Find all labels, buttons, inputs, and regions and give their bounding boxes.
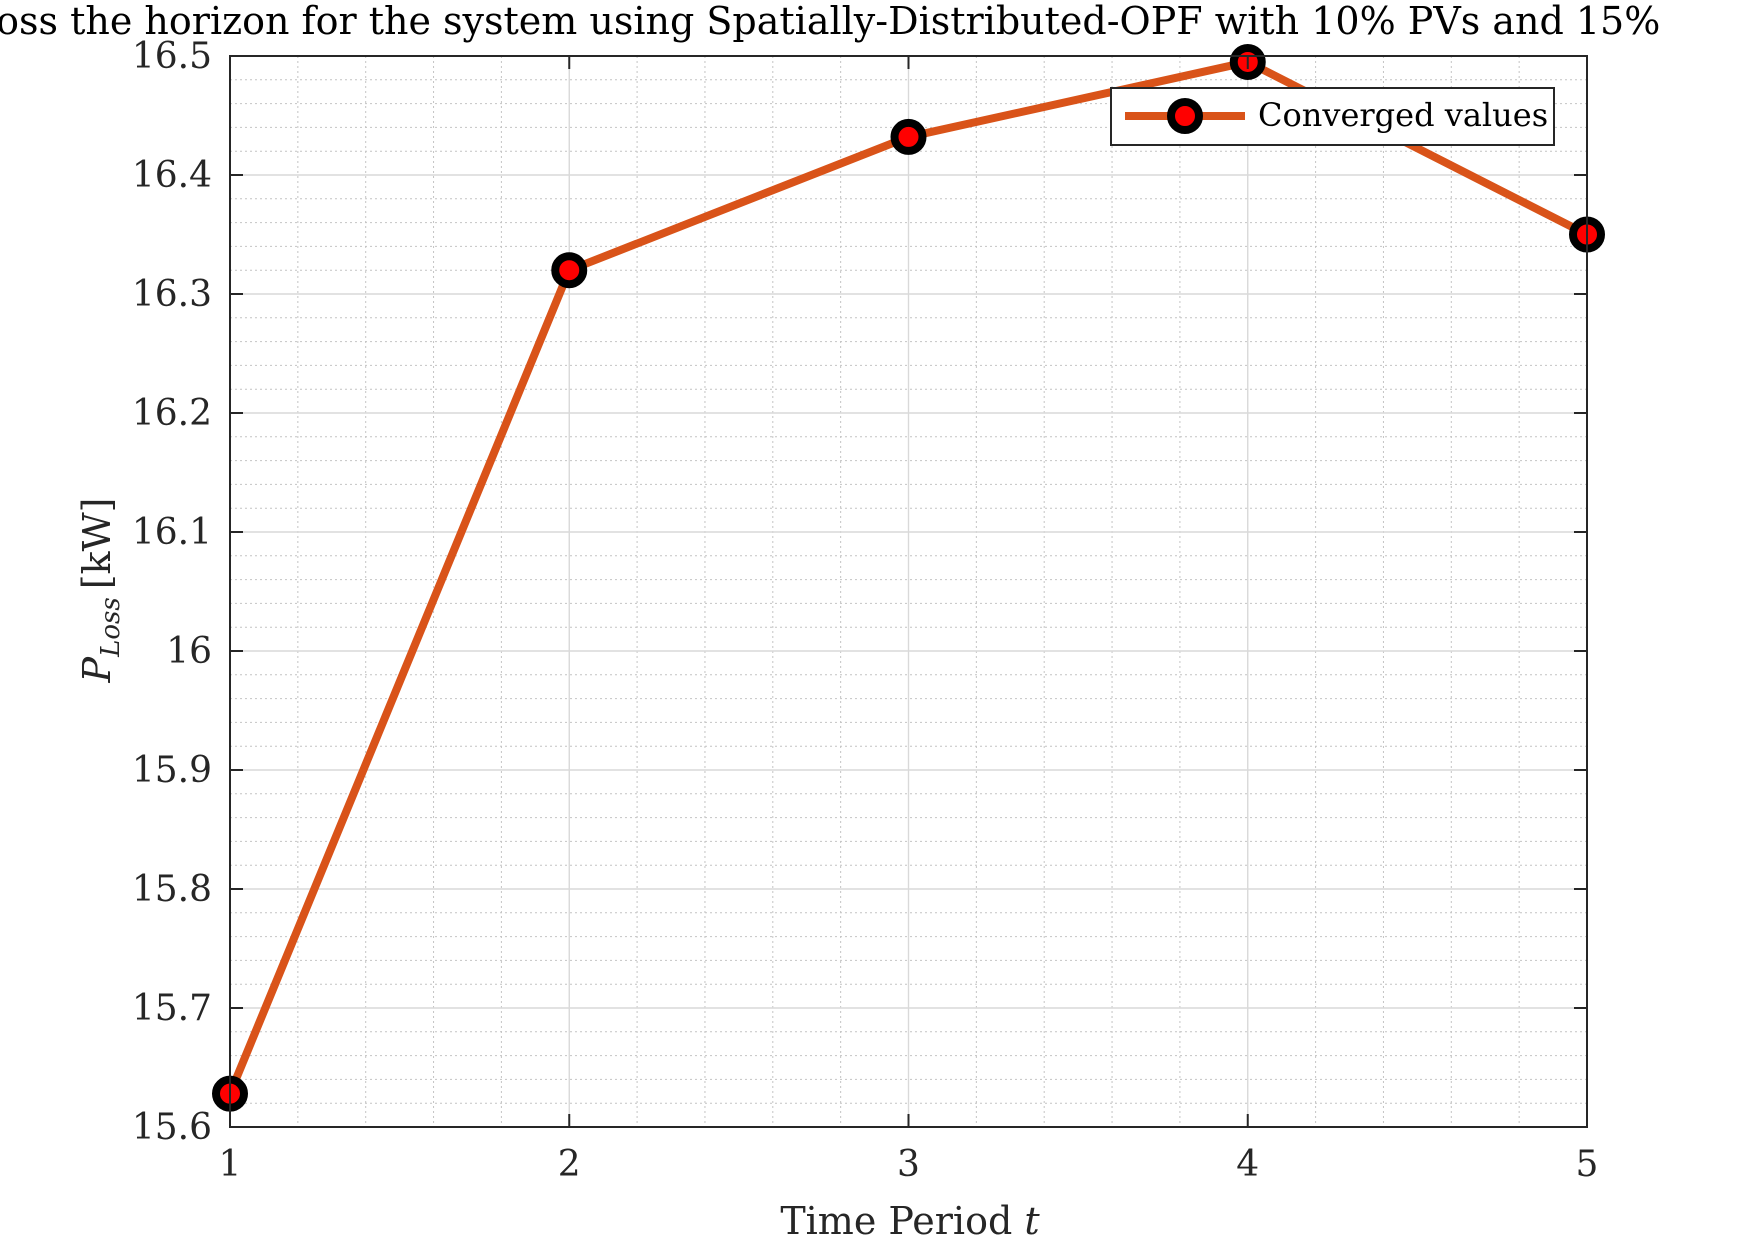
y-axis-label: PLoss[kW] xyxy=(75,498,126,684)
x-tick-label: 4 xyxy=(1236,1144,1259,1185)
x-tick-label: 2 xyxy=(558,1144,581,1185)
y-tick-label: 15.6 xyxy=(132,1107,212,1148)
legend-marker-sample xyxy=(1167,98,1203,134)
tick-marks xyxy=(229,55,1588,1128)
y-tick-label: 15.7 xyxy=(132,988,212,1029)
y-tick-label: 16.4 xyxy=(132,155,212,196)
y-tick-label: 15.9 xyxy=(132,750,212,791)
tick-labels: 1 2 3 4 5 15.6 15.7 15.8 15.9 16 16.1 16.2 16.3 16.4 1… xyxy=(132,36,1599,1185)
y-tick-label: 16.1 xyxy=(132,512,212,553)
y-tick-label: 15.8 xyxy=(132,869,212,910)
grid xyxy=(229,55,1588,1128)
y-tick-label: 16.5 xyxy=(132,36,212,77)
y-tick-label: 16 xyxy=(166,631,212,672)
y-tick-label: 16.2 xyxy=(132,393,212,434)
data-point xyxy=(551,252,588,289)
data-point xyxy=(890,118,927,155)
y-tick-label: 16.3 xyxy=(132,274,212,315)
x-tick-label: 1 xyxy=(219,1144,242,1185)
x-tick-label: 3 xyxy=(897,1144,920,1185)
legend: Converged values xyxy=(1110,87,1555,146)
chart-title: ross the horizon for the system using Sp… xyxy=(0,0,1660,43)
legend-label: Converged values xyxy=(1258,96,1548,134)
x-axis-label: Time Period t xyxy=(780,1199,1040,1238)
x-tick-label: 5 xyxy=(1576,1144,1599,1185)
